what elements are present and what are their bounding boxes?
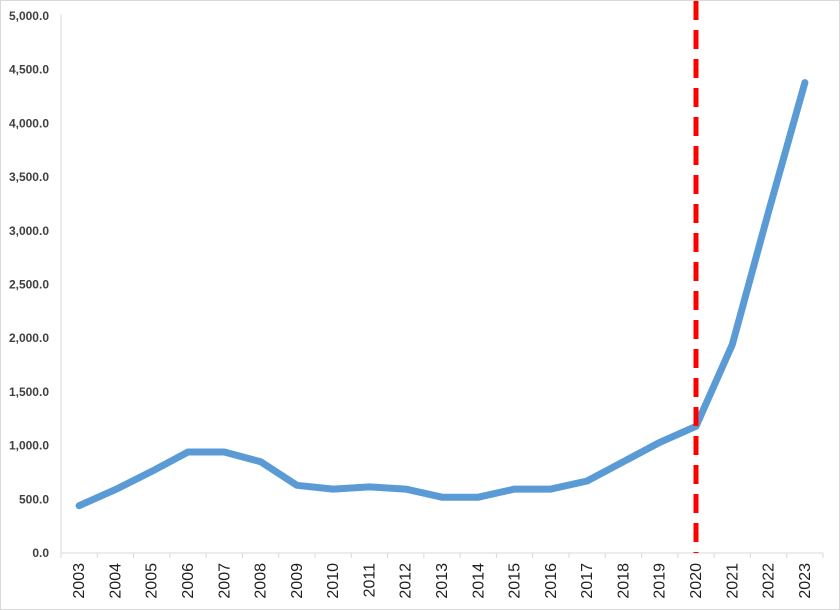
data-point (260, 461, 262, 463)
x-tick-label: 2018 (615, 563, 632, 599)
y-tick-label: 0.0 (32, 546, 49, 560)
x-tick-label: 2004 (107, 563, 124, 599)
x-tick-label: 2017 (579, 563, 596, 599)
data-point (114, 489, 116, 491)
y-tick-label: 1,000.0 (9, 439, 49, 453)
x-tick-label: 2015 (507, 563, 524, 599)
x-tick-label: 2009 (289, 563, 306, 599)
y-tick-label: 2,000.0 (9, 331, 49, 345)
x-tick-label: 2014 (470, 563, 487, 599)
y-tick-label: 2,500.0 (9, 278, 49, 292)
x-tick-label: 2019 (652, 563, 669, 599)
x-tick-label: 2008 (253, 563, 270, 599)
data-point (768, 211, 770, 212)
data-point (78, 505, 80, 507)
data-point (296, 484, 298, 486)
data-point (332, 488, 334, 490)
x-tick-label: 2020 (688, 563, 705, 599)
y-tick-label: 1,500.0 (9, 385, 49, 399)
data-point (405, 488, 407, 490)
data-point (368, 486, 370, 488)
x-tick-label: 2007 (216, 563, 233, 599)
x-tick-label: 2010 (325, 563, 342, 599)
x-tick-label: 2011 (361, 563, 378, 598)
x-tick-label: 2006 (180, 563, 197, 599)
data-point (659, 441, 661, 443)
y-tick-label: 4,000.0 (9, 116, 49, 130)
x-tick-label: 2016 (543, 563, 560, 599)
y-tick-label: 4,500.0 (9, 63, 49, 77)
x-tick-label: 2022 (761, 563, 778, 599)
data-point (187, 451, 189, 453)
data-point (514, 488, 516, 490)
x-tick-label: 2003 (71, 563, 88, 599)
y-tick-label: 5,000.0 (9, 9, 49, 23)
data-point (804, 82, 806, 84)
data-point (550, 488, 552, 490)
data-point (151, 470, 153, 472)
data-point (695, 425, 697, 427)
x-tick-label: 2005 (144, 563, 161, 599)
series-layer (75, 79, 809, 510)
data-point (441, 496, 443, 498)
y-tick-label: 3,000.0 (9, 224, 49, 238)
data-point (477, 496, 479, 498)
data-point (622, 461, 624, 463)
x-tick-label: 2013 (434, 563, 451, 599)
x-tick-label: 2023 (797, 563, 814, 599)
x-axis: 2003 2004 2005 2006 2007 2008 2009 2010 2011 2012… (60, 552, 824, 599)
data-point (586, 480, 588, 482)
y-tick-label: 3,500.0 (9, 170, 49, 184)
y-tick-label: 500.0 (19, 492, 49, 506)
data-point (223, 451, 225, 453)
y-axis: 0.0 500.0 1,000.0 1,500.0 2,000.0 2,500.0 3,00… (9, 9, 62, 560)
x-tick-label: 2021 (724, 563, 741, 599)
data-point (731, 344, 733, 346)
x-tick-label: 2012 (398, 563, 415, 599)
